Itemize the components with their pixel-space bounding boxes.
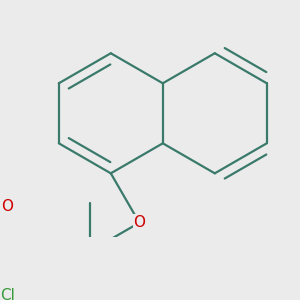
Text: O: O: [1, 199, 13, 214]
Text: O: O: [133, 215, 145, 230]
Text: Cl: Cl: [0, 288, 15, 300]
